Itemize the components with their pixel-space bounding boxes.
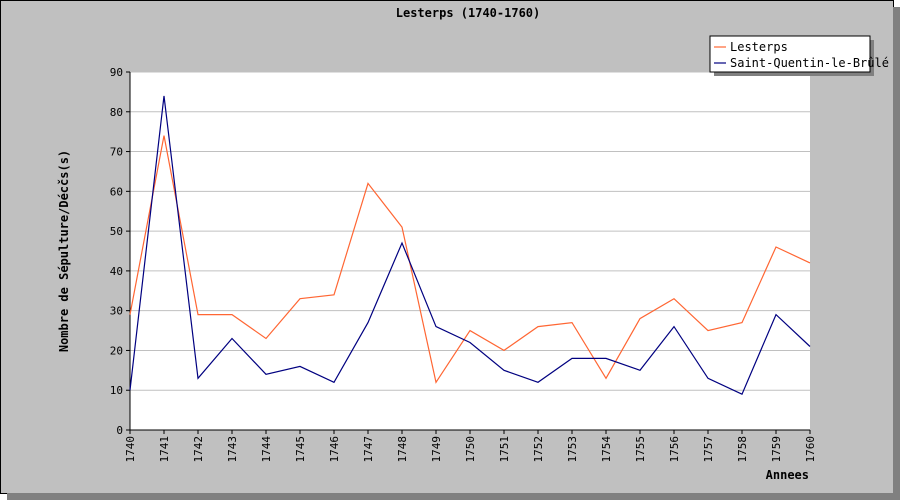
x-tick-label: 1741 bbox=[158, 436, 171, 463]
y-tick-labels: 0 10 20 30 40 50 60 70 80 90 bbox=[110, 66, 123, 437]
x-tick-label: 1759 bbox=[770, 436, 783, 463]
x-axis-label: Annees bbox=[766, 468, 809, 482]
y-tick-label: 50 bbox=[110, 225, 123, 238]
chart-title: Lesterps (1740-1760) bbox=[396, 6, 541, 20]
x-tick-label: 1740 bbox=[124, 436, 137, 463]
x-tick-label: 1754 bbox=[600, 436, 613, 463]
x-tick-label: 1749 bbox=[430, 436, 443, 463]
x-tick-label: 1744 bbox=[260, 436, 273, 463]
y-tick-label: 10 bbox=[110, 384, 123, 397]
frame-shadow-right bbox=[893, 7, 900, 500]
x-tick-label: 1760 bbox=[804, 436, 817, 463]
y-tick-label: 0 bbox=[116, 424, 123, 437]
frame-shadow-bottom bbox=[7, 493, 900, 500]
y-tick-label: 20 bbox=[110, 344, 123, 357]
series-line-lesterps bbox=[129, 135, 811, 384]
legend-label-lesterps: Lesterps bbox=[730, 40, 788, 54]
y-tick-label: 30 bbox=[110, 305, 123, 318]
y-tick-label: 40 bbox=[110, 265, 123, 278]
y-tick-label: 70 bbox=[110, 146, 123, 159]
x-tick-label: 1750 bbox=[464, 436, 477, 463]
grid-lines bbox=[130, 71, 810, 391]
x-tick-label: 1757 bbox=[702, 436, 715, 463]
x-tick-label: 1756 bbox=[668, 436, 681, 463]
legend-box bbox=[709, 35, 871, 73]
x-tick-label: 1753 bbox=[566, 436, 579, 463]
y-tick-label: 90 bbox=[110, 66, 123, 79]
series-line-saint-quentin bbox=[129, 95, 811, 396]
x-tick-label: 1742 bbox=[192, 436, 205, 463]
series-lines bbox=[129, 95, 811, 396]
legend-label-saint-quentin: Saint-Quentin-le-Brûlé bbox=[730, 56, 889, 70]
y-tick-label: 80 bbox=[110, 106, 123, 119]
axes bbox=[126, 71, 811, 434]
x-tick-label: 1745 bbox=[294, 436, 307, 463]
x-tick-label: 1758 bbox=[736, 436, 749, 463]
x-tick-label: 1747 bbox=[362, 436, 375, 463]
y-tick-label: 60 bbox=[110, 185, 123, 198]
x-tick-label: 1748 bbox=[396, 436, 409, 463]
x-tick-labels: 1740 1741 1742 1743 1744 1745 1746 1747 1748 1749… bbox=[124, 436, 817, 463]
y-axis-label: Nombre de Sépulture/Décčs(s) bbox=[57, 150, 71, 352]
x-tick-label: 1751 bbox=[498, 436, 511, 463]
plot-area bbox=[130, 72, 810, 430]
x-tick-label: 1746 bbox=[328, 436, 341, 463]
legend: Lesterps Saint-Quentin-le-Brûlé bbox=[709, 35, 889, 76]
x-tick-label: 1755 bbox=[634, 436, 647, 463]
x-tick-label: 1752 bbox=[532, 436, 545, 463]
x-tick-label: 1743 bbox=[226, 436, 239, 463]
